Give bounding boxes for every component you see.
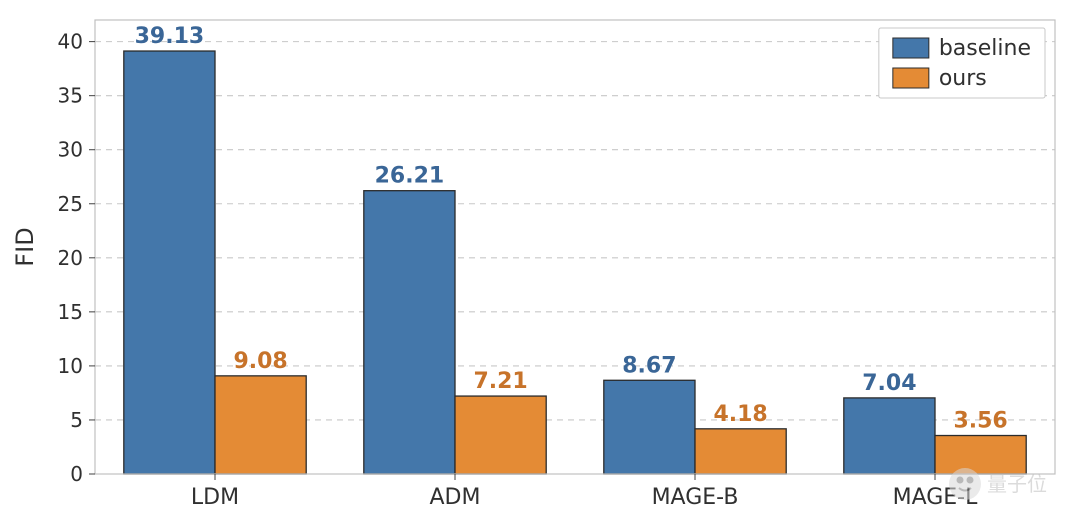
y-tick-label: 10 xyxy=(58,354,83,378)
bar-label: 4.18 xyxy=(713,402,767,427)
y-tick-label: 30 xyxy=(58,138,83,162)
bar-label: 26.21 xyxy=(375,164,445,189)
svg-text:量子位: 量子位 xyxy=(987,472,1047,496)
y-tick-label: 25 xyxy=(58,192,83,216)
y-tick-label: 20 xyxy=(58,246,83,270)
legend-swatch xyxy=(893,38,929,58)
legend-label: ours xyxy=(939,66,987,91)
bar-label: 8.67 xyxy=(622,353,676,378)
bar-label: 9.08 xyxy=(233,349,287,374)
y-axis-label: FID xyxy=(11,227,39,266)
bar-baseline-MAGE-L xyxy=(844,398,935,474)
bar-ours-MAGE-L xyxy=(935,436,1026,474)
y-tick-label: 0 xyxy=(70,462,83,486)
x-tick-label: LDM xyxy=(191,485,239,510)
chart-svg: 39.13 26.21 8.67 7.04 9.08 7.21 4.18 3.56 0 5 10 15… xyxy=(0,0,1080,529)
legend-swatch xyxy=(893,68,929,88)
bar-label: 3.56 xyxy=(953,409,1007,434)
bar-ours-MAGE-B xyxy=(695,429,786,474)
y-tick-label: 40 xyxy=(58,30,83,54)
fid-bar-chart: 39.13 26.21 8.67 7.04 9.08 7.21 4.18 3.56 0 5 10 15… xyxy=(0,0,1080,529)
bar-ours-ADM xyxy=(455,396,546,474)
bar-baseline-MAGE-B xyxy=(604,380,695,474)
bar-ours-LDM xyxy=(215,376,306,474)
x-tick-label: ADM xyxy=(430,485,481,510)
y-tick-label: 35 xyxy=(58,84,83,108)
bar-label: 7.04 xyxy=(862,371,916,396)
legend-label: baseline xyxy=(939,36,1031,61)
y-tick-label: 15 xyxy=(58,300,83,324)
watermark: 量子位 xyxy=(949,468,1047,500)
bar-baseline-LDM xyxy=(124,51,215,474)
x-tick-label: MAGE-B xyxy=(652,485,739,510)
y-tick-label: 5 xyxy=(70,408,83,432)
bar-baseline-ADM xyxy=(364,191,455,474)
bar-label: 7.21 xyxy=(473,369,527,394)
bar-label: 39.13 xyxy=(135,24,205,49)
